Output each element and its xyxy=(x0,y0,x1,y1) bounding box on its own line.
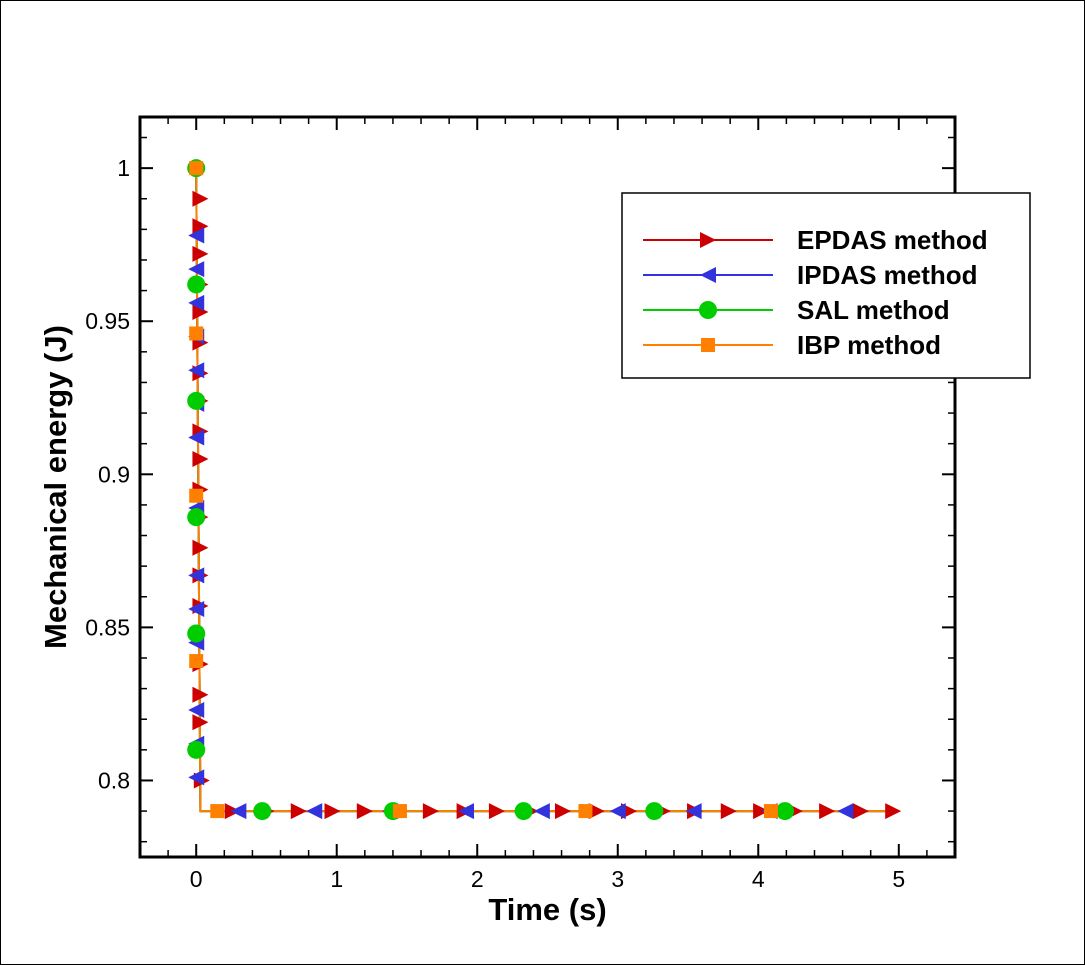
x-axis-title: Time (s) xyxy=(488,892,606,927)
data-point xyxy=(356,803,373,820)
legend: EPDAS method IPDAS method SAL method IBP me… xyxy=(621,192,1031,379)
data-point xyxy=(188,429,205,446)
data-point xyxy=(188,261,205,278)
legend-box xyxy=(621,192,1031,379)
series-markers xyxy=(187,159,902,821)
data-point xyxy=(188,567,205,584)
y-tick-label: 0.85 xyxy=(85,614,130,640)
data-point xyxy=(763,804,778,819)
legend-marker xyxy=(700,232,716,248)
x-tick-label: 4 xyxy=(752,866,765,892)
x-tick-label: 3 xyxy=(611,866,624,892)
data-point xyxy=(819,803,836,820)
data-point xyxy=(488,803,505,820)
data-point xyxy=(753,803,770,820)
data-point xyxy=(192,714,209,731)
legend-item: IPDAS method xyxy=(643,260,978,290)
data-point xyxy=(458,803,474,820)
data-point xyxy=(187,508,206,527)
data-point xyxy=(187,624,206,643)
legend-label: EPDAS method xyxy=(797,225,988,255)
x-tick-label: 1 xyxy=(330,866,343,892)
data-point xyxy=(392,804,407,819)
data-point xyxy=(187,740,206,759)
legend-label: SAL method xyxy=(797,295,950,325)
data-point xyxy=(514,802,533,821)
y-tick-label: 0.8 xyxy=(98,767,130,793)
data-point xyxy=(192,304,209,321)
series-4-markers xyxy=(189,161,778,819)
data-point xyxy=(192,539,209,556)
data-point xyxy=(578,804,593,819)
data-point xyxy=(885,803,902,820)
data-point xyxy=(187,275,206,294)
legend-label: IPDAS method xyxy=(797,260,978,290)
data-point xyxy=(188,227,205,244)
data-point xyxy=(192,190,209,207)
x-tick-label: 2 xyxy=(471,866,484,892)
legend-item: IBP method xyxy=(643,330,941,360)
axis-ticks xyxy=(140,117,955,857)
plot-area xyxy=(138,115,957,859)
data-point xyxy=(588,803,605,820)
data-point xyxy=(192,686,209,703)
data-point xyxy=(422,803,439,820)
data-point xyxy=(645,802,664,821)
data-point xyxy=(685,803,702,820)
legend-item: EPDAS method xyxy=(643,225,988,255)
data-point xyxy=(189,488,204,503)
legend-item: SAL method xyxy=(643,295,950,325)
data-point xyxy=(306,803,323,820)
legend-marker xyxy=(701,338,715,352)
data-point xyxy=(230,803,247,820)
data-point xyxy=(324,803,341,820)
data-point xyxy=(188,601,205,618)
data-point xyxy=(720,803,737,820)
data-point xyxy=(533,803,550,820)
data-point xyxy=(210,804,225,819)
data-point xyxy=(189,654,204,669)
legend-label: IBP method xyxy=(797,330,941,360)
x-tick-label: 0 xyxy=(190,866,203,892)
data-point xyxy=(187,391,206,410)
data-point xyxy=(188,702,205,719)
data-point xyxy=(609,803,626,820)
data-point xyxy=(192,450,209,467)
legend-marker xyxy=(700,267,716,283)
x-tick-label: 5 xyxy=(892,866,905,892)
data-point xyxy=(554,803,571,820)
data-point xyxy=(189,326,204,341)
data-point xyxy=(192,245,209,262)
legend-marker xyxy=(699,301,717,319)
y-tick-label: 1 xyxy=(117,155,130,181)
data-point xyxy=(188,769,205,786)
data-point xyxy=(188,362,205,379)
data-point xyxy=(188,294,205,311)
data-point xyxy=(837,803,854,820)
y-axis-title: Mechanical energy (J) xyxy=(38,325,73,649)
data-point xyxy=(253,802,272,821)
axis-tick-labels: 0 1 2 3 4 5 0.8 0.85 0.9 0.95 1 xyxy=(85,155,905,892)
data-point xyxy=(852,803,869,820)
data-point xyxy=(775,802,794,821)
y-tick-label: 0.95 xyxy=(85,308,130,334)
data-point xyxy=(192,218,209,235)
data-point xyxy=(290,803,307,820)
data-point xyxy=(189,161,204,176)
y-tick-label: 0.9 xyxy=(98,461,130,487)
